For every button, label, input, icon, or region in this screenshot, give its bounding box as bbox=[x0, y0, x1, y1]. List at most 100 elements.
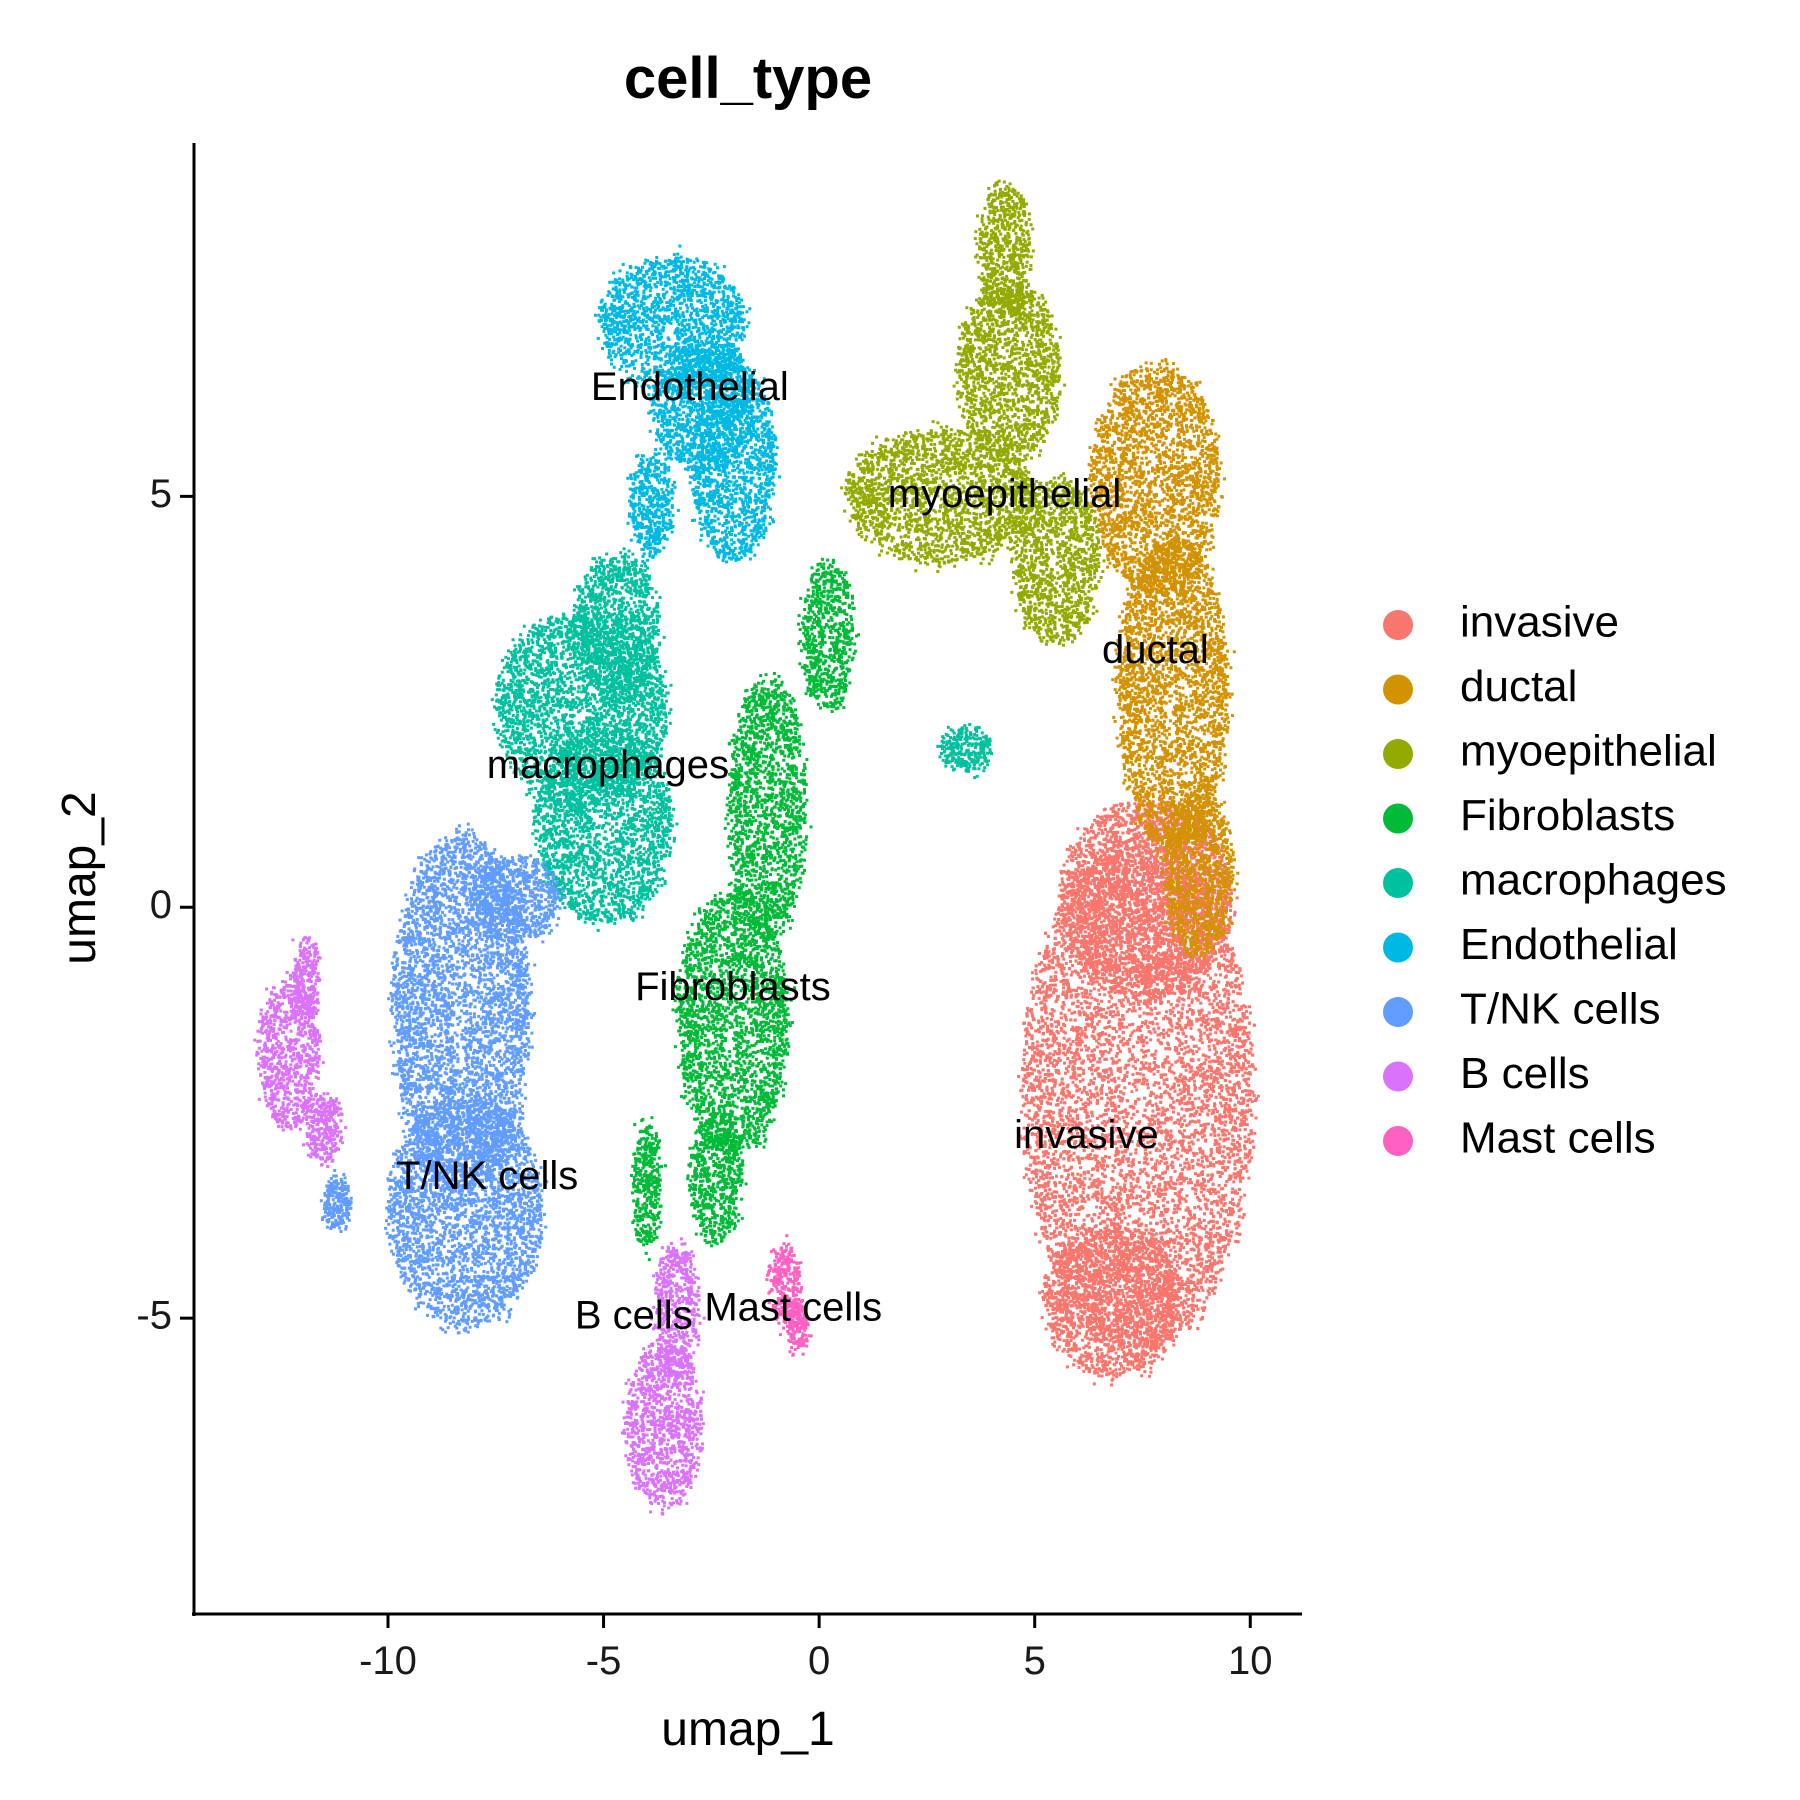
cell-point bbox=[1110, 1073, 1113, 1076]
cell-point bbox=[1027, 1101, 1030, 1104]
cell-point bbox=[1210, 1133, 1213, 1136]
cell-point bbox=[1245, 1010, 1248, 1013]
cell-point bbox=[1203, 1219, 1206, 1222]
cell-point bbox=[1173, 1232, 1176, 1235]
cell-point bbox=[1238, 1199, 1241, 1202]
cell-point bbox=[1180, 1117, 1183, 1120]
cell-point bbox=[1197, 1289, 1200, 1292]
cell-point bbox=[1084, 1200, 1087, 1203]
cell-point bbox=[1181, 1280, 1184, 1283]
cell-point bbox=[1197, 1106, 1200, 1109]
cell-point bbox=[1197, 1248, 1200, 1251]
cell-point bbox=[1214, 994, 1217, 997]
cell-point bbox=[1231, 1135, 1234, 1138]
cell-point bbox=[1097, 1003, 1100, 1006]
cell-point bbox=[1183, 1047, 1186, 1050]
cell-point bbox=[1163, 1153, 1166, 1156]
cell-point bbox=[1214, 1031, 1217, 1034]
cell-point bbox=[1035, 1076, 1038, 1079]
cell-point bbox=[1173, 1246, 1176, 1249]
cell-point bbox=[1115, 1007, 1118, 1010]
cell-point bbox=[1089, 1089, 1092, 1092]
cell-point bbox=[1098, 983, 1101, 986]
cell-point bbox=[1224, 1120, 1227, 1123]
cell-point bbox=[1068, 1209, 1071, 1212]
cell-point bbox=[1231, 1043, 1234, 1046]
cell-point bbox=[1179, 1088, 1182, 1091]
cell-point bbox=[1232, 1009, 1235, 1012]
cell-point bbox=[1039, 1059, 1042, 1062]
cell-point bbox=[1038, 997, 1041, 1000]
cell-point bbox=[1046, 1025, 1049, 1028]
cell-point bbox=[1128, 1170, 1131, 1173]
cell-point bbox=[1054, 1020, 1057, 1023]
cell-point bbox=[1231, 981, 1234, 984]
cell-point bbox=[1255, 1117, 1258, 1120]
cell-point bbox=[1033, 1104, 1036, 1107]
cell-point bbox=[1203, 1306, 1206, 1309]
cell-point bbox=[1213, 1292, 1216, 1295]
cell-point bbox=[1086, 1054, 1089, 1057]
cell-point bbox=[1117, 1047, 1120, 1050]
cell-point bbox=[1190, 1133, 1193, 1136]
cell-point bbox=[1167, 1139, 1170, 1142]
cell-point bbox=[1154, 1031, 1157, 1034]
cell-point bbox=[1188, 993, 1191, 996]
cell-point bbox=[1063, 1062, 1066, 1065]
cell-point bbox=[1034, 1187, 1037, 1190]
cell-point bbox=[1218, 1184, 1221, 1187]
cell-point bbox=[1218, 1086, 1221, 1089]
cell-point bbox=[1026, 1052, 1029, 1055]
cell-point bbox=[1132, 1172, 1135, 1175]
cell-point bbox=[1117, 1077, 1120, 1080]
cell-point bbox=[1050, 1018, 1053, 1021]
cell-point bbox=[1228, 1034, 1231, 1037]
cell-point bbox=[1172, 1211, 1175, 1214]
cell-point bbox=[1079, 1166, 1082, 1169]
cell-point bbox=[1117, 1010, 1120, 1013]
cell-point bbox=[1173, 1014, 1176, 1017]
cell-point bbox=[1072, 1040, 1075, 1043]
cell-point bbox=[1117, 1105, 1120, 1108]
cell-point bbox=[1192, 1237, 1195, 1240]
cell-point bbox=[1168, 1066, 1171, 1069]
cell-point bbox=[1098, 1037, 1101, 1040]
cell-point bbox=[1220, 1089, 1223, 1092]
cell-point bbox=[1216, 1002, 1219, 1005]
cell-point bbox=[1093, 1077, 1096, 1080]
cell-point bbox=[1214, 973, 1217, 976]
cell-point bbox=[1076, 1233, 1079, 1236]
cell-point bbox=[1225, 984, 1228, 987]
cell-point bbox=[1143, 1212, 1146, 1215]
cell-point bbox=[1048, 1224, 1051, 1227]
cell-point bbox=[1196, 1299, 1199, 1302]
cell-point bbox=[1188, 1097, 1191, 1100]
cell-point bbox=[1039, 1083, 1042, 1086]
cell-point bbox=[1182, 1246, 1185, 1249]
cell-point bbox=[1030, 1205, 1033, 1208]
cell-point bbox=[1128, 1048, 1131, 1051]
cell-point bbox=[1158, 1149, 1161, 1152]
cell-point bbox=[1208, 1056, 1211, 1059]
cell-point bbox=[1228, 1049, 1231, 1052]
cell-point bbox=[1080, 1049, 1083, 1052]
cell-point bbox=[1077, 1213, 1080, 1216]
cell-point bbox=[1135, 1088, 1138, 1091]
cell-point bbox=[1079, 1080, 1082, 1083]
cell-point bbox=[1107, 1080, 1110, 1083]
cell-point bbox=[1157, 1206, 1160, 1209]
cell-point bbox=[1080, 1098, 1083, 1101]
cell-point bbox=[1127, 1064, 1130, 1067]
cell-point bbox=[1231, 1191, 1234, 1194]
cell-point bbox=[1098, 1020, 1101, 1023]
cell-point bbox=[1244, 1128, 1247, 1131]
cell-point bbox=[1067, 1173, 1070, 1176]
cell-point bbox=[1231, 1188, 1234, 1191]
cell-point bbox=[1223, 1145, 1226, 1148]
cell-point bbox=[1130, 1090, 1133, 1093]
cell-point bbox=[1214, 1277, 1217, 1280]
cell-point bbox=[1139, 1029, 1142, 1032]
cell-point bbox=[1188, 1142, 1191, 1145]
cell-point bbox=[1159, 1214, 1162, 1217]
cell-point bbox=[1179, 1164, 1182, 1167]
